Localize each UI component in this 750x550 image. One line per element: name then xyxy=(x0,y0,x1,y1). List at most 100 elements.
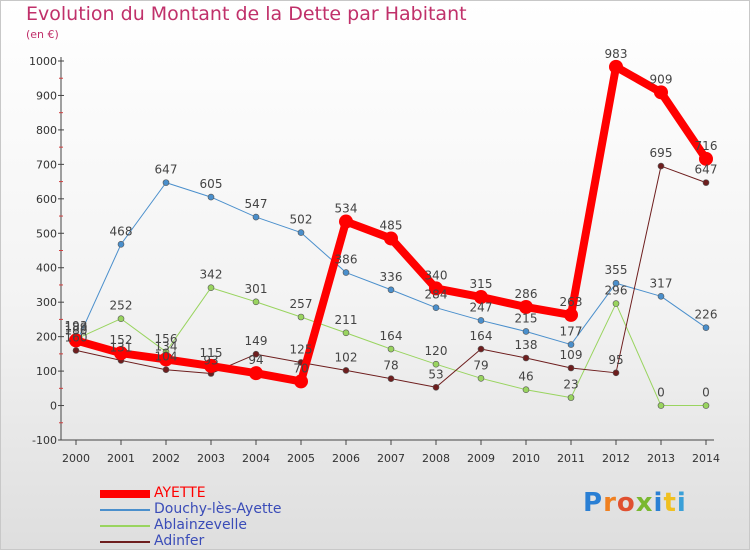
x-tick-label: 2001 xyxy=(107,452,135,465)
data-label-douchy-l-s-ayette: 547 xyxy=(245,197,268,211)
data-point-ablainzevelle xyxy=(612,300,620,307)
x-tick-label: 2012 xyxy=(602,452,630,465)
data-label-adinfer: 53 xyxy=(428,367,443,381)
data-point-ablainzevelle xyxy=(657,402,665,409)
y-tick-label: 800 xyxy=(36,124,57,137)
data-label-ablainzevelle: 296 xyxy=(605,284,628,298)
data-label-ayette: 315 xyxy=(470,277,493,291)
data-label-ablainzevelle: 0 xyxy=(657,386,665,400)
data-label-ayette: 716 xyxy=(695,139,718,153)
data-label-ayette: 263 xyxy=(560,295,583,309)
data-label-adinfer: 109 xyxy=(560,348,583,362)
y-tick-label: 500 xyxy=(36,227,57,240)
logo-letter: t xyxy=(663,488,677,518)
y-tick-label: 0 xyxy=(50,400,57,413)
y-tick-label: 400 xyxy=(36,262,57,275)
x-tick-label: 2011 xyxy=(557,452,585,465)
data-point-ayette xyxy=(384,231,398,246)
proxiti-logo: Proxiti xyxy=(583,488,687,518)
data-point-ablainzevelle xyxy=(297,313,305,321)
data-label-douchy-l-s-ayette: 468 xyxy=(110,224,133,238)
data-label-ayette: 534 xyxy=(335,202,358,216)
data-label-ablainzevelle: 211 xyxy=(335,313,358,327)
data-label-adinfer: 125 xyxy=(290,342,313,356)
data-point-ablainzevelle xyxy=(477,375,485,382)
data-label-douchy-l-s-ayette: 177 xyxy=(560,325,583,339)
x-tick-label: 2004 xyxy=(242,452,270,465)
data-label-adinfer: 131 xyxy=(110,340,133,354)
data-label-adinfer: 647 xyxy=(695,163,718,177)
data-label-ayette: 94 xyxy=(248,353,263,367)
data-point-douchy-l-s-ayette xyxy=(162,179,170,186)
data-label-adinfer: 164 xyxy=(470,329,493,343)
data-point-ayette xyxy=(204,358,218,373)
data-label-ayette: 340 xyxy=(425,268,448,282)
data-point-douchy-l-s-ayette xyxy=(657,293,665,300)
data-point-adinfer xyxy=(612,369,620,377)
y-tick-label: 200 xyxy=(36,331,57,344)
data-label-ayette: 134 xyxy=(155,339,178,353)
data-point-ablainzevelle xyxy=(207,284,215,292)
data-label-ablainzevelle: 193 xyxy=(65,319,88,333)
data-point-ayette xyxy=(474,290,488,305)
data-label-ayette: 485 xyxy=(380,218,403,232)
data-point-ayette xyxy=(429,281,443,296)
data-label-douchy-l-s-ayette: 180 xyxy=(65,324,88,338)
data-label-adinfer: 78 xyxy=(383,359,398,373)
data-point-ayette xyxy=(159,352,173,367)
logo-letter: i xyxy=(653,488,664,518)
data-point-ablainzevelle xyxy=(252,298,260,306)
data-point-adinfer xyxy=(477,345,485,353)
data-label-douchy-l-s-ayette: 317 xyxy=(650,276,673,290)
data-point-douchy-l-s-ayette xyxy=(252,213,260,221)
legend-label: Douchy-lès-Ayette xyxy=(154,501,282,517)
data-point-adinfer xyxy=(432,383,440,391)
data-point-adinfer xyxy=(252,350,260,358)
data-point-ablainzevelle xyxy=(117,315,125,323)
data-label-ablainzevelle: 23 xyxy=(563,378,578,392)
legend-swatch xyxy=(100,541,150,543)
y-tick-label: 300 xyxy=(36,296,57,309)
data-label-ablainzevelle: 0 xyxy=(702,386,710,400)
data-point-douchy-l-s-ayette xyxy=(522,328,530,335)
data-label-douchy-l-s-ayette: 502 xyxy=(290,213,313,227)
data-point-adinfer xyxy=(387,375,395,382)
data-label-douchy-l-s-ayette: 284 xyxy=(425,288,448,302)
data-point-adinfer xyxy=(162,366,170,374)
data-label-adinfer: 93 xyxy=(203,354,218,368)
data-label-ayette: 115 xyxy=(200,346,223,360)
legend-swatch xyxy=(100,525,150,527)
logo-letter: x xyxy=(635,488,654,518)
data-point-ablainzevelle xyxy=(387,345,395,353)
y-tick-label: 100 xyxy=(36,365,57,378)
data-label-ablainzevelle: 120 xyxy=(425,344,448,358)
data-label-ablainzevelle: 252 xyxy=(110,299,133,313)
data-point-douchy-l-s-ayette xyxy=(117,240,125,248)
data-point-adinfer xyxy=(567,364,575,372)
data-point-ayette xyxy=(654,85,668,100)
data-point-douchy-l-s-ayette xyxy=(612,279,620,287)
chart-unit-label: (en €) xyxy=(26,28,59,41)
y-tick-label: -100 xyxy=(32,434,57,447)
data-label-ablainzevelle: 164 xyxy=(380,329,403,343)
data-point-adinfer xyxy=(342,367,350,374)
data-point-douchy-l-s-ayette xyxy=(387,286,395,294)
legend-label: Adinfer xyxy=(154,533,205,549)
data-point-douchy-l-s-ayette xyxy=(702,324,710,331)
data-label-ablainzevelle: 257 xyxy=(290,297,313,311)
data-label-ayette: 909 xyxy=(650,72,673,86)
data-label-douchy-l-s-ayette: 386 xyxy=(335,253,358,267)
data-label-adinfer: 138 xyxy=(515,338,538,352)
data-point-douchy-l-s-ayette xyxy=(207,193,215,201)
data-label-douchy-l-s-ayette: 647 xyxy=(155,163,178,177)
data-label-douchy-l-s-ayette: 605 xyxy=(200,177,223,191)
logo-letter: o xyxy=(616,488,636,518)
data-label-douchy-l-s-ayette: 215 xyxy=(515,311,538,325)
data-label-ayette: 983 xyxy=(605,47,628,61)
logo-letter: r xyxy=(603,488,617,518)
legend-label: Ablainzevelle xyxy=(154,517,247,533)
data-point-ayette xyxy=(609,59,623,74)
y-tick-label: 600 xyxy=(36,193,57,206)
